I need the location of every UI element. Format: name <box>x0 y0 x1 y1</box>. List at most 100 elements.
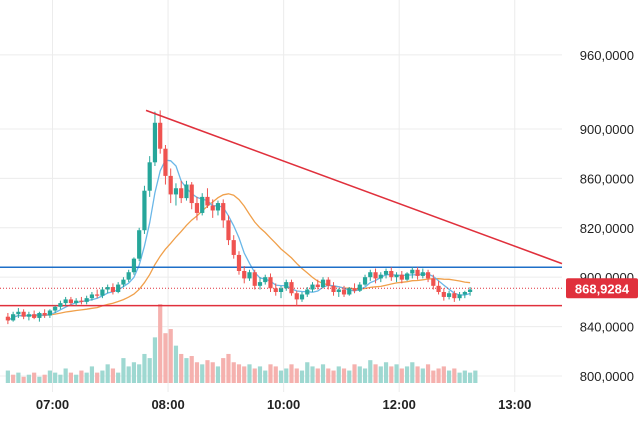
volume-bar <box>247 364 252 383</box>
candle-body <box>53 306 58 311</box>
volume-bar <box>121 358 126 383</box>
candles <box>5 110 473 325</box>
y-tick-label: 820,0000 <box>580 221 634 236</box>
volume-bar <box>226 353 231 383</box>
candle-body <box>158 122 163 149</box>
candle-body <box>378 274 383 279</box>
volume-bar <box>378 366 383 383</box>
volume-bar <box>47 370 52 383</box>
volume-bar <box>320 364 326 383</box>
trend-line <box>145 109 563 265</box>
moving-average-slow <box>7 193 471 321</box>
candle-body <box>394 274 399 278</box>
candle-body <box>74 300 79 304</box>
volume-bar <box>263 370 268 383</box>
moving-average-fast <box>7 159 471 321</box>
last-price-tag: 868,9284 <box>566 278 638 299</box>
candle-body <box>336 289 341 292</box>
volume-bar <box>74 374 79 383</box>
candle-body <box>310 284 315 290</box>
candle-body <box>231 240 236 255</box>
volume-bar <box>137 364 142 383</box>
volume-bar <box>446 370 452 383</box>
candle-body <box>410 269 415 274</box>
volume-bar <box>116 372 121 383</box>
volume-bar <box>257 366 263 383</box>
candle-body <box>105 287 110 290</box>
volume-bar <box>152 337 158 383</box>
volume-bar <box>357 366 362 383</box>
x-tick-label: 13:00 <box>498 397 531 412</box>
candle-body <box>89 294 95 299</box>
candle-body <box>389 270 394 278</box>
volume-bar <box>147 358 152 383</box>
volume-bar <box>352 364 357 383</box>
y-tick-label: 800,0000 <box>580 369 634 384</box>
volume-bar <box>336 366 341 383</box>
candle-body <box>452 293 457 299</box>
candle-body <box>289 282 294 294</box>
candle-body <box>373 272 378 279</box>
volume-bar <box>441 366 446 383</box>
volume-bar <box>467 372 473 383</box>
candle-body <box>446 293 452 297</box>
candle-body <box>32 314 37 318</box>
candle-body <box>121 279 126 285</box>
volume-bar <box>310 366 315 383</box>
y-tick-label: 900,0000 <box>580 122 634 137</box>
candle-body <box>137 230 142 259</box>
volume-bars <box>5 304 478 383</box>
x-tick-label: 07:00 <box>36 397 69 412</box>
candle-body <box>200 196 205 213</box>
candle-body <box>436 285 441 292</box>
candle-body <box>320 279 326 288</box>
volume-bar <box>126 366 131 383</box>
volume-bar <box>394 364 399 383</box>
candle-body <box>242 270 247 279</box>
x-tick-label: 12:00 <box>383 397 416 412</box>
candle-body <box>399 274 404 280</box>
volume-bar <box>205 360 210 383</box>
volume-bar <box>110 368 116 383</box>
candle-body <box>252 272 257 286</box>
candle-body <box>68 299 74 304</box>
candle-body <box>110 287 116 292</box>
volume-bar <box>341 368 347 383</box>
candle-body <box>404 273 410 280</box>
volume-bar <box>368 360 373 383</box>
candle-body <box>341 289 347 295</box>
candle-body <box>347 288 352 295</box>
candle-body <box>37 312 42 318</box>
candle-body <box>84 298 89 302</box>
trend-line-layer[interactable] <box>145 109 563 265</box>
candle-body <box>326 279 331 286</box>
candle-body <box>21 311 26 317</box>
candle-body <box>352 288 357 291</box>
candle-body <box>79 300 84 302</box>
volume-bar <box>268 364 273 383</box>
candle-body <box>184 184 189 199</box>
volume-bar <box>184 358 189 383</box>
volume-bar <box>420 368 425 383</box>
candle-body <box>116 284 121 292</box>
candle-body <box>205 196 210 206</box>
last-price-tag-bg <box>566 278 638 299</box>
volume-bar <box>425 364 431 383</box>
volume-bar <box>242 366 247 383</box>
volume-bar <box>168 329 173 383</box>
y-axis: 960,0000900,0000860,0000820,0000900,0000… <box>580 48 634 384</box>
volume-bar <box>389 366 394 383</box>
volume-bar <box>173 345 179 383</box>
grid-lines <box>0 0 562 392</box>
volume-bar <box>5 370 10 383</box>
candle-body <box>284 282 289 289</box>
volume-bar <box>284 368 289 383</box>
candle-body <box>163 148 168 176</box>
volume-bar <box>431 370 436 383</box>
volume-bar <box>32 372 37 383</box>
candle-body <box>457 294 462 299</box>
volume-bar <box>299 370 305 383</box>
candle-body <box>415 269 420 276</box>
candle-body <box>179 188 184 199</box>
x-axis: 07:00 08:00 10:00 12:00 13:00 <box>36 397 531 412</box>
